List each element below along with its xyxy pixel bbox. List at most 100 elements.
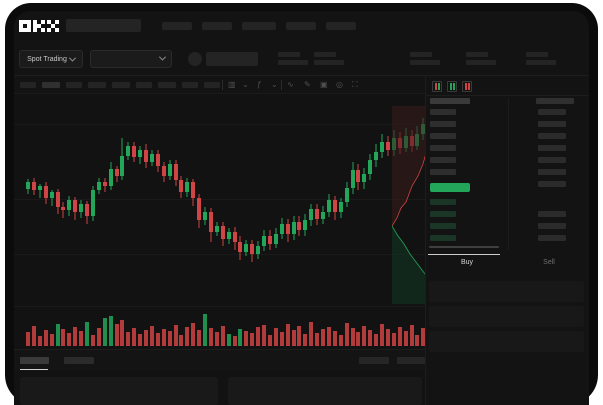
orderbook-mode-bids[interactable] [447, 81, 457, 92]
candle-body [368, 160, 373, 174]
candle-body [108, 169, 113, 186]
orderbook-bid-row-4[interactable] [430, 235, 456, 241]
volume-bar-10 [79, 331, 84, 346]
order-field-price[interactable] [429, 281, 584, 302]
orderbook-divider [508, 98, 509, 250]
candle-body [132, 146, 137, 157]
candle-46 [291, 216, 296, 240]
candle-11 [85, 201, 89, 224]
volume-bar-34 [220, 326, 225, 346]
fullscreen-icon[interactable]: ⛶ [352, 80, 358, 89]
pencil-icon[interactable]: ✎ [304, 80, 311, 89]
timeframe-button-6[interactable] [136, 82, 152, 88]
chart-type-icon[interactable]: ▥ [228, 80, 236, 89]
volume-bar-19 [132, 328, 137, 346]
indicator-icon[interactable]: ƒ [257, 80, 262, 89]
candle-body [303, 220, 308, 230]
candle-53 [332, 196, 337, 220]
volume-bar-36 [232, 336, 237, 346]
candle-38 [244, 240, 249, 256]
timeframe-button-5[interactable] [112, 82, 130, 88]
volume-bar-63 [391, 333, 396, 346]
orderbook-ask-row-1[interactable] [430, 109, 456, 115]
recent-trade-row-9 [538, 223, 566, 229]
nav-item-5[interactable] [326, 22, 356, 30]
tab-sell[interactable]: Sell [543, 259, 555, 266]
volume-bar-27 [179, 335, 184, 346]
nav-item-2[interactable] [202, 22, 232, 30]
chevron-down-icon[interactable]: ⌄ [242, 80, 249, 89]
device-screen: Spot Trading ▥ ⌄ ƒ ⌄ ∿ ✎ ▣ ◎ ⛶ [14, 11, 589, 405]
timeframe-button-2[interactable] [42, 82, 60, 88]
volume-bar-28 [185, 327, 190, 346]
candle-body [26, 182, 30, 189]
candle-5 [49, 190, 54, 206]
trading-pair-select[interactable] [90, 50, 172, 68]
bottom-action-1[interactable] [359, 357, 389, 364]
timeframe-button-7[interactable] [158, 82, 176, 88]
timeframe-button-4[interactable] [88, 82, 106, 88]
orderbook-bid-row-1[interactable] [430, 199, 456, 205]
orderbook-ask-row-3[interactable] [430, 133, 456, 139]
okx-logo-o [19, 19, 31, 32]
orderbook-bid-row-2[interactable] [430, 211, 456, 217]
candle-26 [173, 160, 178, 186]
timeframe-button-8[interactable] [182, 82, 198, 88]
candle-43 [273, 228, 278, 248]
volume-bar-12 [90, 335, 95, 346]
tab-buy[interactable]: Buy [460, 259, 474, 266]
okx-logo-k [33, 19, 45, 32]
orderbook-mode-asks[interactable] [462, 81, 472, 92]
order-field-total[interactable] [429, 331, 584, 352]
recent-trade-row-6 [538, 169, 566, 175]
candle-24 [161, 162, 166, 182]
recent-trade-row-3 [538, 133, 566, 139]
depth-chart-overlay [392, 106, 425, 304]
okx-logo[interactable] [19, 19, 59, 32]
candlestick-chart[interactable] [14, 94, 425, 349]
candle-4 [43, 182, 48, 204]
volume-bar-51 [321, 329, 325, 346]
buy-tab-indicator [428, 254, 500, 255]
candle-body [291, 222, 296, 234]
volume-bar-60 [374, 334, 379, 346]
camera-icon[interactable]: ▣ [320, 80, 328, 89]
orderbook-ask-row-6[interactable] [430, 169, 456, 175]
candle-44 [279, 218, 284, 239]
settings-icon[interactable]: ◎ [336, 80, 343, 89]
candle-body [197, 198, 202, 220]
orderbook-mode-both[interactable] [432, 81, 442, 92]
orderbook-header-right [536, 98, 574, 104]
timeframe-button-3[interactable] [66, 82, 82, 88]
search-input[interactable] [66, 19, 141, 32]
orderbook-ask-row-5[interactable] [430, 157, 456, 163]
toolbar-divider-2 [281, 80, 282, 90]
recent-trade-row-7 [538, 181, 566, 187]
trading-mode-select[interactable]: Spot Trading [19, 50, 83, 68]
orderbook-ask-row-2[interactable] [430, 121, 456, 127]
nav-item-1[interactable] [162, 22, 192, 30]
orderbook-bid-row-3[interactable] [430, 223, 456, 229]
gridline-4 [14, 306, 425, 307]
nav-item-4[interactable] [286, 22, 316, 30]
nav-item-3[interactable] [242, 22, 276, 30]
order-field-amount[interactable] [429, 306, 584, 327]
chevron-down-icon-2[interactable]: ⌄ [271, 80, 278, 89]
orderbook-scrollbar[interactable] [429, 246, 499, 248]
orderbook-ask-row-4[interactable] [430, 145, 456, 151]
candle-60 [374, 144, 379, 167]
bottom-tab-2[interactable] [64, 357, 94, 364]
timeframe-button-9[interactable] [204, 82, 220, 88]
volume-bar-21 [144, 330, 148, 346]
candle-49 [309, 204, 314, 226]
candle-body [203, 212, 207, 220]
timeframe-button-1[interactable] [20, 82, 36, 88]
candle-12 [90, 186, 95, 221]
bottom-action-2[interactable] [397, 357, 425, 364]
candle-17 [120, 138, 125, 180]
wave-icon[interactable]: ∿ [287, 80, 294, 89]
volume-bar-25 [167, 331, 172, 346]
candle-58 [362, 168, 367, 189]
candle-18 [126, 142, 131, 160]
bottom-tab-1[interactable] [20, 357, 49, 364]
